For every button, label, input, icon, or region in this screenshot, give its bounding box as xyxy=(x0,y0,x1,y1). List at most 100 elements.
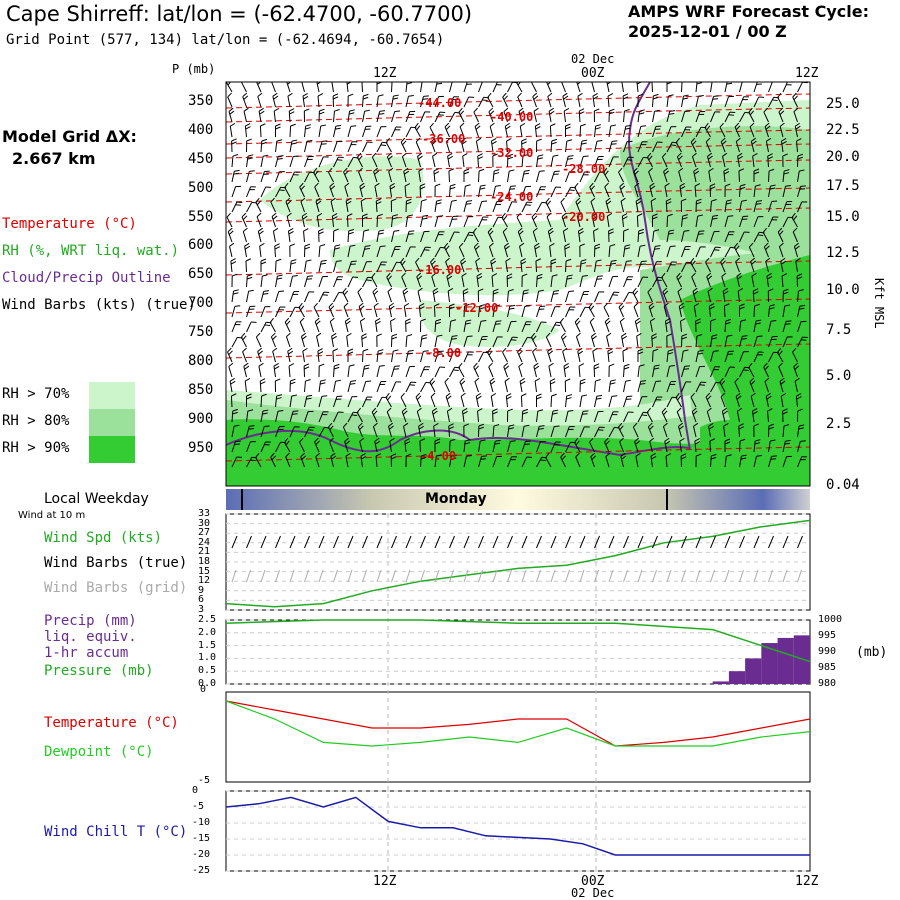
wind-barb xyxy=(257,92,263,108)
barb-staff xyxy=(386,276,392,288)
barb-flag xyxy=(271,82,276,83)
barb-flag xyxy=(521,141,527,145)
wind-barb xyxy=(623,140,633,153)
barb-staff xyxy=(316,216,320,228)
barb-flag xyxy=(764,122,770,127)
barb-flag xyxy=(560,197,565,203)
wind-barb xyxy=(304,139,313,153)
barb-flag xyxy=(415,257,420,263)
barb-flag xyxy=(797,276,803,280)
barb-staff xyxy=(230,261,233,273)
height-tick: 15.0 xyxy=(826,209,860,225)
wind-barb xyxy=(492,153,498,168)
wind-barb-grid xyxy=(782,569,788,583)
barb-staff xyxy=(559,322,566,333)
barb-staff xyxy=(332,350,334,363)
barb-flag xyxy=(334,244,341,247)
wind-barb xyxy=(724,334,733,348)
barb-staff xyxy=(768,186,771,198)
barb-staff xyxy=(710,336,713,348)
barb-flag xyxy=(403,290,409,295)
barb-flag xyxy=(416,272,422,278)
barb-flag xyxy=(742,99,748,101)
wind-barb xyxy=(227,227,234,243)
barb-staff xyxy=(507,201,513,213)
barb-flag xyxy=(460,257,466,262)
barb-staff xyxy=(430,261,436,273)
wind-barb xyxy=(449,335,458,348)
barb-flag xyxy=(663,290,669,295)
barb-staff xyxy=(255,336,262,348)
barb-staff xyxy=(532,96,537,108)
barb-flag xyxy=(491,273,498,277)
barb-staff xyxy=(704,127,711,138)
barb-flag xyxy=(478,288,484,292)
barb-flag xyxy=(408,230,415,232)
barb-staff xyxy=(521,337,528,348)
barb-flag xyxy=(480,184,486,187)
barb-staff xyxy=(473,246,479,258)
barb-staff xyxy=(782,171,785,183)
barb-staff xyxy=(373,306,378,318)
barb-flag xyxy=(591,212,597,217)
barb-flag xyxy=(494,169,500,172)
wind-barb xyxy=(663,302,669,318)
wind-barb xyxy=(356,152,363,168)
wind-barb xyxy=(318,244,326,258)
wind-barb xyxy=(534,242,540,258)
barb-flag xyxy=(432,152,438,157)
barb-staff xyxy=(748,112,755,123)
wind-barb xyxy=(231,138,237,153)
barb-flag xyxy=(436,199,442,202)
wind-height-note: Wind at 10 m xyxy=(18,510,86,521)
barb-staff xyxy=(344,186,349,198)
barb-staff xyxy=(681,82,683,93)
wind-barb xyxy=(487,227,494,243)
temperature-contour xyxy=(226,207,810,223)
wind-barb xyxy=(289,290,300,303)
wind-barb-true xyxy=(681,535,687,549)
barb-flag xyxy=(525,185,531,188)
barb-flag xyxy=(522,273,528,277)
wind-barb xyxy=(376,229,385,243)
barb-flag xyxy=(343,167,348,173)
barb-flag xyxy=(787,336,793,338)
barb-flag xyxy=(650,317,656,322)
wind-barb xyxy=(259,123,266,138)
barb-staff xyxy=(752,290,755,303)
wind-barb xyxy=(632,287,639,303)
wind-barb xyxy=(637,260,647,273)
wind-barb xyxy=(260,186,272,198)
barb-flag xyxy=(248,289,254,292)
wind-barb xyxy=(299,182,305,198)
wind-barb xyxy=(401,152,407,168)
wind-barb xyxy=(724,231,735,243)
barb-flag xyxy=(343,302,349,308)
barb-staff xyxy=(589,186,595,198)
barb-staff xyxy=(371,156,378,168)
barb-flag xyxy=(304,108,310,112)
barb-flag xyxy=(336,260,342,262)
barb-staff xyxy=(521,306,526,318)
barb-flag xyxy=(642,276,649,278)
wind-barb xyxy=(574,317,581,333)
barb-staff xyxy=(681,261,687,273)
barb-staff xyxy=(752,156,755,168)
barb-flag xyxy=(739,303,745,307)
barb-flag xyxy=(404,302,410,307)
barb-flag xyxy=(461,140,467,145)
barb-staff xyxy=(246,321,252,333)
wind-barb xyxy=(652,245,661,258)
wind-barb xyxy=(606,332,612,348)
height-tick: 5.0 xyxy=(826,368,852,384)
barb-staff xyxy=(329,321,334,333)
barb-staff xyxy=(314,321,320,333)
barb-staff xyxy=(531,82,537,93)
barb-flag xyxy=(726,82,733,85)
wind-barb xyxy=(416,272,423,288)
barb-staff xyxy=(478,201,483,213)
wind-barb xyxy=(478,82,488,93)
barb-staff xyxy=(473,111,479,123)
wind-barb xyxy=(681,110,691,123)
barb-staff xyxy=(461,276,465,288)
